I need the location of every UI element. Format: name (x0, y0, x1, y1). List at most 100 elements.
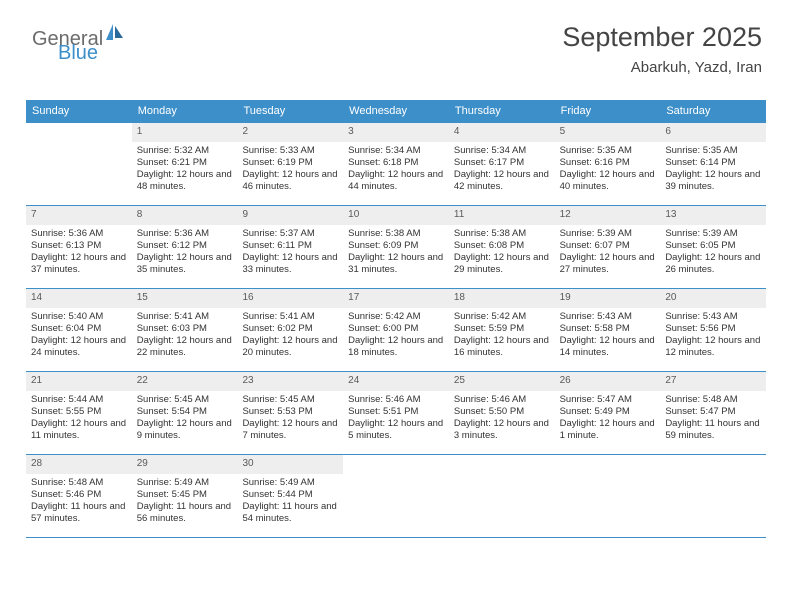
sunset-text: Sunset: 5:55 PM (31, 406, 127, 418)
sunset-text: Sunset: 5:54 PM (137, 406, 233, 418)
day-cell: 2Sunrise: 5:33 AMSunset: 6:19 PMDaylight… (237, 123, 343, 205)
day-cell: 16Sunrise: 5:41 AMSunset: 6:02 PMDayligh… (237, 289, 343, 371)
day-cell: 23Sunrise: 5:45 AMSunset: 5:53 PMDayligh… (237, 372, 343, 454)
daylight-text: Daylight: 12 hours and 20 minutes. (242, 335, 338, 359)
week-row: 21Sunrise: 5:44 AMSunset: 5:55 PMDayligh… (26, 371, 766, 454)
day-number: 14 (26, 289, 132, 308)
day-cell: 24Sunrise: 5:46 AMSunset: 5:51 PMDayligh… (343, 372, 449, 454)
daylight-text: Daylight: 12 hours and 31 minutes. (348, 252, 444, 276)
dow-friday: Friday (555, 100, 661, 122)
sunset-text: Sunset: 6:05 PM (665, 240, 761, 252)
day-of-week-header: Sunday Monday Tuesday Wednesday Thursday… (26, 100, 766, 122)
sunrise-text: Sunrise: 5:32 AM (137, 145, 233, 157)
week-row: 1Sunrise: 5:32 AMSunset: 6:21 PMDaylight… (26, 122, 766, 205)
sunrise-text: Sunrise: 5:35 AM (665, 145, 761, 157)
sunset-text: Sunset: 6:11 PM (242, 240, 338, 252)
day-body: Sunrise: 5:39 AMSunset: 6:07 PMDaylight:… (555, 225, 661, 282)
week-row: 7Sunrise: 5:36 AMSunset: 6:13 PMDaylight… (26, 205, 766, 288)
day-body: Sunrise: 5:48 AMSunset: 5:47 PMDaylight:… (660, 391, 766, 448)
sunrise-text: Sunrise: 5:44 AM (31, 394, 127, 406)
dow-monday: Monday (132, 100, 238, 122)
sunrise-text: Sunrise: 5:39 AM (665, 228, 761, 240)
sunset-text: Sunset: 5:59 PM (454, 323, 550, 335)
day-cell (343, 455, 449, 537)
day-cell: 4Sunrise: 5:34 AMSunset: 6:17 PMDaylight… (449, 123, 555, 205)
sunrise-text: Sunrise: 5:36 AM (31, 228, 127, 240)
daylight-text: Daylight: 12 hours and 24 minutes. (31, 335, 127, 359)
day-cell: 21Sunrise: 5:44 AMSunset: 5:55 PMDayligh… (26, 372, 132, 454)
week-row: 28Sunrise: 5:48 AMSunset: 5:46 PMDayligh… (26, 454, 766, 538)
day-number: 23 (237, 372, 343, 391)
day-number: 13 (660, 206, 766, 225)
day-cell: 14 Sunrise: 5:40 AMSunset: 6:04 PMDayligh… (26, 289, 132, 371)
sunrise-text: Sunrise: 5:36 AM (137, 228, 233, 240)
sunrise-text: Sunrise: 5:35 AM (560, 145, 656, 157)
day-cell: 7Sunrise: 5:36 AMSunset: 6:13 PMDaylight… (26, 206, 132, 288)
daylight-text: Daylight: 12 hours and 40 minutes. (560, 169, 656, 193)
daylight-text: Daylight: 12 hours and 29 minutes. (454, 252, 550, 276)
day-number: 20 (660, 289, 766, 308)
day-number: 12 (555, 206, 661, 225)
sunrise-text: Sunrise: 5:49 AM (242, 477, 338, 489)
daylight-text: Daylight: 12 hours and 11 minutes. (31, 418, 127, 442)
day-body: Sunrise: 5:45 AMSunset: 5:53 PMDaylight:… (237, 391, 343, 448)
sunrise-text: Sunrise: 5:46 AM (348, 394, 444, 406)
day-cell: 19Sunrise: 5:43 AMSunset: 5:58 PMDayligh… (555, 289, 661, 371)
sunrise-text: Sunrise: 5:49 AM (137, 477, 233, 489)
sunrise-text: Sunrise: 5:37 AM (242, 228, 338, 240)
sunrise-text: Sunrise: 5:48 AM (31, 477, 127, 489)
sunset-text: Sunset: 5:58 PM (560, 323, 656, 335)
day-number: 27 (660, 372, 766, 391)
daylight-text: Daylight: 12 hours and 33 minutes. (242, 252, 338, 276)
day-number: 25 (449, 372, 555, 391)
day-body: Sunrise: 5:44 AMSunset: 5:55 PMDaylight:… (26, 391, 132, 448)
sunset-text: Sunset: 5:47 PM (665, 406, 761, 418)
day-cell: 28Sunrise: 5:48 AMSunset: 5:46 PMDayligh… (26, 455, 132, 537)
day-body: Sunrise: 5:41 AMSunset: 6:02 PMDaylight:… (237, 308, 343, 365)
day-number: 7 (26, 206, 132, 225)
day-body: Sunrise: 5:43 AMSunset: 5:56 PMDaylight:… (660, 308, 766, 365)
sunrise-text: Sunrise: 5:47 AM (560, 394, 656, 406)
sunset-text: Sunset: 5:45 PM (137, 489, 233, 501)
day-number: 11 (449, 206, 555, 225)
sunrise-text: Sunrise: 5:40 AM (31, 311, 127, 323)
sunset-text: Sunset: 6:04 PM (31, 323, 127, 335)
day-cell: 15Sunrise: 5:41 AMSunset: 6:03 PMDayligh… (132, 289, 238, 371)
day-body: Sunrise: 5:38 AMSunset: 6:08 PMDaylight:… (449, 225, 555, 282)
day-number: 30 (237, 455, 343, 474)
day-cell: 27Sunrise: 5:48 AMSunset: 5:47 PMDayligh… (660, 372, 766, 454)
day-number: 5 (555, 123, 661, 142)
brand-sub: Blue (60, 42, 98, 65)
day-body: Sunrise: 5:47 AMSunset: 5:49 PMDaylight:… (555, 391, 661, 448)
day-number: 3 (343, 123, 449, 142)
daylight-text: Daylight: 12 hours and 18 minutes. (348, 335, 444, 359)
sunrise-text: Sunrise: 5:38 AM (454, 228, 550, 240)
day-body: Sunrise: 5:45 AMSunset: 5:54 PMDaylight:… (132, 391, 238, 448)
day-body: Sunrise: 5:35 AMSunset: 6:14 PMDaylight:… (660, 142, 766, 199)
sunset-text: Sunset: 6:19 PM (242, 157, 338, 169)
day-cell: 18Sunrise: 5:42 AMSunset: 5:59 PMDayligh… (449, 289, 555, 371)
day-number: 15 (132, 289, 238, 308)
daylight-text: Daylight: 12 hours and 26 minutes. (665, 252, 761, 276)
daylight-text: Daylight: 12 hours and 16 minutes. (454, 335, 550, 359)
day-body: Sunrise: 5:42 AMSunset: 6:00 PMDaylight:… (343, 308, 449, 365)
sunrise-text: Sunrise: 5:41 AM (137, 311, 233, 323)
daylight-text: Daylight: 11 hours and 59 minutes. (665, 418, 761, 442)
sunrise-text: Sunrise: 5:45 AM (137, 394, 233, 406)
day-cell: 5Sunrise: 5:35 AMSunset: 6:16 PMDaylight… (555, 123, 661, 205)
day-number: 28 (26, 455, 132, 474)
day-cell: 6Sunrise: 5:35 AMSunset: 6:14 PMDaylight… (660, 123, 766, 205)
daylight-text: Daylight: 12 hours and 37 minutes. (31, 252, 127, 276)
day-number (555, 455, 661, 461)
daylight-text: Daylight: 12 hours and 14 minutes. (560, 335, 656, 359)
day-number: 17 (343, 289, 449, 308)
day-number (343, 455, 449, 461)
daylight-text: Daylight: 12 hours and 46 minutes. (242, 169, 338, 193)
day-cell: 17Sunrise: 5:42 AMSunset: 6:00 PMDayligh… (343, 289, 449, 371)
sunset-text: Sunset: 6:03 PM (137, 323, 233, 335)
location-text: Abarkuh, Yazd, Iran (562, 59, 762, 76)
day-number: 2 (237, 123, 343, 142)
day-cell (555, 455, 661, 537)
sunset-text: Sunset: 5:53 PM (242, 406, 338, 418)
day-number: 19 (555, 289, 661, 308)
